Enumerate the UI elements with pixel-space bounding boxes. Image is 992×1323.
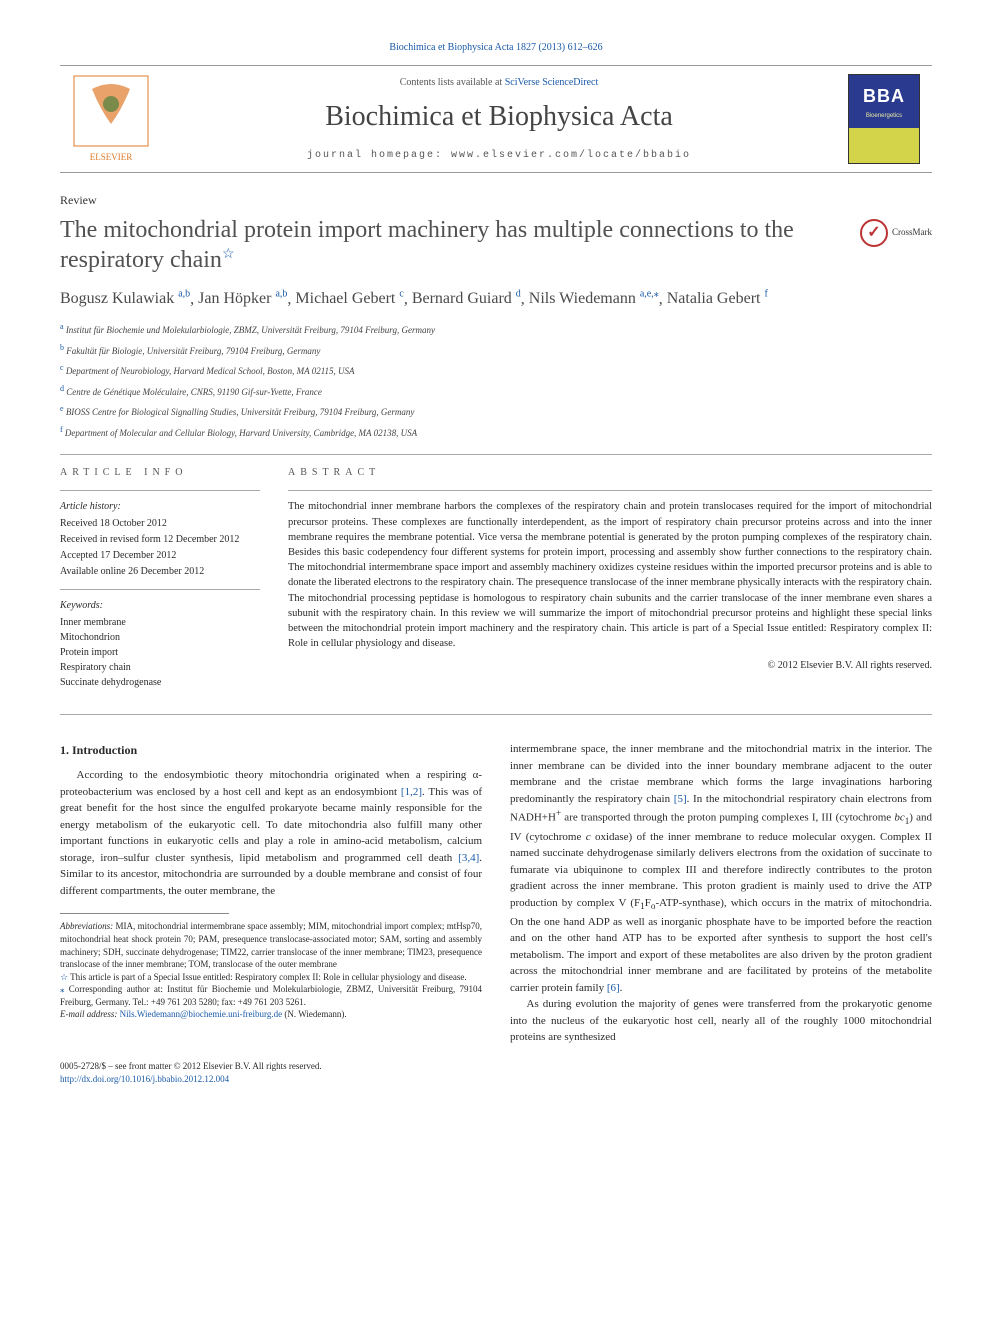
- title-text: The mitochondrial protein import machine…: [60, 217, 794, 273]
- history-item: Available online 26 December 2012: [60, 564, 260, 579]
- footer: 0005-2728/$ – see front matter © 2012 El…: [60, 1060, 932, 1087]
- keyword: Respiratory chain: [60, 660, 260, 675]
- divider: [60, 454, 932, 455]
- body-paragraph: According to the endosymbiotic theory mi…: [60, 767, 482, 899]
- contents-line: Contents lists available at SciVerse Sci…: [150, 75, 848, 90]
- doi-link[interactable]: http://dx.doi.org/10.1016/j.bbabio.2012.…: [60, 1074, 229, 1084]
- abstract-copyright: © 2012 Elsevier B.V. All rights reserved…: [288, 658, 932, 673]
- email-footnote: E-mail address: Nils.Wiedemann@biochemie…: [60, 1008, 482, 1021]
- history-block: Article history: Received 18 October 201…: [60, 499, 260, 579]
- body-columns: 1. Introduction According to the endosym…: [60, 741, 932, 1046]
- article-type: Review: [60, 191, 932, 209]
- keyword: Mitochondrion: [60, 630, 260, 645]
- footnotes-block: Abbreviations: MIA, mitochondrial interm…: [60, 913, 482, 1021]
- email-link[interactable]: Nils.Wiedemann@biochemie.uni-freiburg.de: [120, 1009, 282, 1019]
- top-journal-link[interactable]: Biochimica et Biophysica Acta 1827 (2013…: [389, 42, 602, 53]
- section-heading: 1. Introduction: [60, 741, 482, 759]
- bba-logo-text: BBA: [863, 83, 905, 110]
- issn-line: 0005-2728/$ – see front matter © 2012 El…: [60, 1060, 932, 1074]
- keywords-block: Keywords: Inner membrane Mitochondrion P…: [60, 598, 260, 690]
- contents-prefix: Contents lists available at: [400, 77, 505, 88]
- homepage-url[interactable]: www.elsevier.com/locate/bbabio: [451, 150, 691, 161]
- title-row: The mitochondrial protein import machine…: [60, 215, 932, 275]
- author: Michael Gebert c: [295, 290, 403, 307]
- history-item: Received in revised form 12 December 201…: [60, 532, 260, 547]
- author: Natalia Gebert f: [667, 290, 768, 307]
- article-info-heading: ARTICLE INFO: [60, 465, 260, 480]
- keywords-label: Keywords:: [60, 598, 260, 613]
- affiliation: d Centre de Génétique Moléculaire, CNRS,…: [60, 383, 932, 400]
- author: Jan Höpker a,b: [198, 290, 287, 307]
- divider: [288, 490, 932, 491]
- journal-homepage: journal homepage: www.elsevier.com/locat…: [150, 148, 848, 163]
- article-info-column: ARTICLE INFO Article history: Received 1…: [60, 465, 260, 700]
- sciencedirect-link[interactable]: SciVerse ScienceDirect: [505, 77, 599, 88]
- bba-cover-icon: BBA Bioenergetics: [848, 74, 920, 164]
- history-item: Received 18 October 2012: [60, 516, 260, 531]
- author: Bernard Guiard d: [412, 290, 521, 307]
- citation-link[interactable]: [6]: [607, 982, 620, 994]
- affiliation: c Department of Neurobiology, Harvard Me…: [60, 362, 932, 379]
- elsevier-logo: ELSEVIER: [72, 74, 150, 164]
- affiliation: f Department of Molecular and Cellular B…: [60, 424, 932, 441]
- svg-text:ELSEVIER: ELSEVIER: [90, 152, 133, 162]
- keyword: Succinate dehydrogenase: [60, 675, 260, 690]
- divider: [60, 714, 932, 715]
- abbreviations-footnote: Abbreviations: MIA, mitochondrial interm…: [60, 920, 482, 970]
- divider: [60, 589, 260, 590]
- keyword: Protein import: [60, 645, 260, 660]
- footnote-divider: [60, 913, 229, 914]
- journal-name: Biochimica et Biophysica Acta: [150, 96, 848, 138]
- homepage-prefix: journal homepage:: [307, 150, 451, 161]
- abstract-text: The mitochondrial inner membrane harbors…: [288, 499, 932, 651]
- article-title: The mitochondrial protein import machine…: [60, 215, 860, 275]
- special-issue-footnote: ☆ This article is part of a Special Issu…: [60, 971, 482, 984]
- crossmark-widget[interactable]: ✓ CrossMark: [860, 219, 932, 247]
- abstract-heading: ABSTRACT: [288, 465, 932, 480]
- history-item: Accepted 17 December 2012: [60, 548, 260, 563]
- citation-link[interactable]: [5]: [674, 793, 687, 805]
- body-paragraph: intermembrane space, the inner membrane …: [510, 741, 932, 996]
- journal-header: ELSEVIER Contents lists available at Sci…: [60, 65, 932, 173]
- journal-center: Contents lists available at SciVerse Sci…: [150, 75, 848, 163]
- info-abstract-row: ARTICLE INFO Article history: Received 1…: [60, 465, 932, 700]
- citation-link[interactable]: [3,4]: [458, 852, 479, 864]
- body-paragraph: As during evolution the majority of gene…: [510, 996, 932, 1046]
- crossmark-label: CrossMark: [892, 226, 932, 240]
- corresponding-footnote: ⁎ Corresponding author at: Institut für …: [60, 983, 482, 1008]
- divider: [60, 490, 260, 491]
- affiliations-block: a Institut für Biochemie und Molekularbi…: [60, 321, 932, 440]
- top-journal-ref: Biochimica et Biophysica Acta 1827 (2013…: [60, 40, 932, 55]
- history-label: Article history:: [60, 499, 260, 514]
- keyword: Inner membrane: [60, 615, 260, 630]
- bba-logo-sub: Bioenergetics: [866, 112, 902, 121]
- citation-link[interactable]: [1,2]: [401, 786, 422, 798]
- author: Bogusz Kulawiak a,b: [60, 290, 190, 307]
- title-star-icon: ☆: [222, 247, 235, 262]
- affiliation: b Fakultät für Biologie, Universität Fre…: [60, 342, 932, 359]
- affiliation: a Institut für Biochemie und Molekularbi…: [60, 321, 932, 338]
- abstract-column: ABSTRACT The mitochondrial inner membran…: [288, 465, 932, 700]
- affiliation: e BIOSS Centre for Biological Signalling…: [60, 403, 932, 420]
- author: Nils Wiedemann a,e,⁎: [529, 290, 659, 307]
- crossmark-icon: ✓: [860, 219, 888, 247]
- authors-list: Bogusz Kulawiak a,b, Jan Höpker a,b, Mic…: [60, 287, 932, 311]
- corresponding-star-icon: ⁎: [654, 289, 659, 300]
